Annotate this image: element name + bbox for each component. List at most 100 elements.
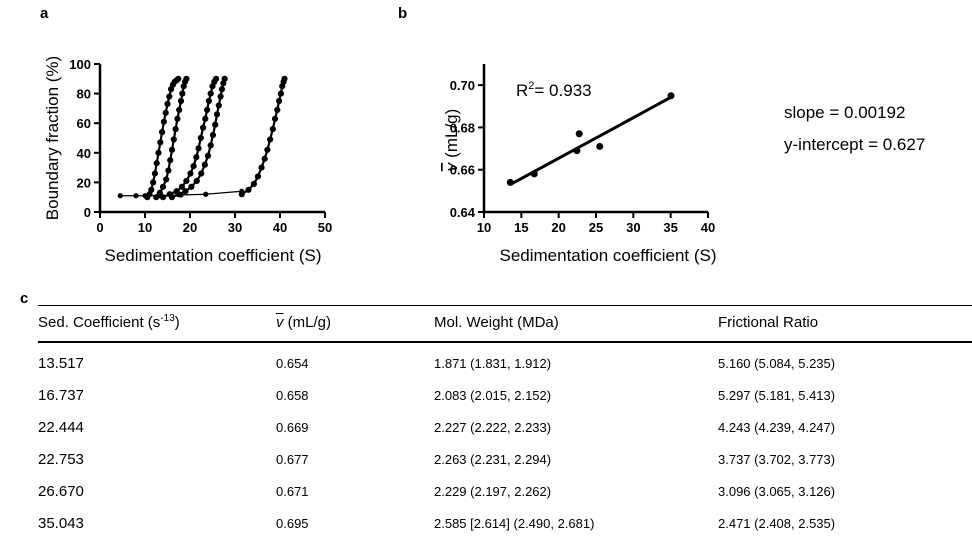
data-point — [195, 145, 202, 152]
data-point — [153, 160, 160, 167]
data-point — [150, 179, 157, 186]
data-point — [250, 180, 257, 187]
data-point — [205, 97, 212, 105]
x-tick-label: 25 — [589, 220, 603, 235]
svg-text:v(mL/g): v (mL/g) — [442, 109, 461, 172]
y-tick-label: 80 — [77, 87, 91, 102]
x-tick-label: 10 — [138, 220, 152, 235]
data-point — [204, 106, 211, 113]
cell-vbar: 0.654 — [276, 355, 309, 371]
data-point — [209, 131, 217, 139]
cell-frictional-ratio: 5.160 (5.084, 5.235) — [718, 355, 836, 371]
data-point — [198, 170, 205, 177]
data-point — [203, 191, 209, 197]
y-axis-label: v (mL/g) — [442, 109, 461, 172]
y-tick-label: 40 — [77, 146, 91, 161]
y-tick-label: 0 — [84, 205, 91, 220]
panel-label-a: a — [40, 5, 49, 22]
cell-vbar: 0.671 — [276, 483, 309, 499]
header-sed-sup: -13 — [160, 313, 175, 324]
data-point — [165, 167, 172, 174]
data-point — [183, 75, 190, 82]
cell-frictional-ratio: 5.297 (5.181, 5.413) — [718, 387, 836, 403]
y-tick-label: 0.70 — [450, 78, 475, 93]
cell-sed-coefficient: 16.737 — [38, 386, 84, 404]
regression-line — [509, 95, 672, 186]
header-sed-coefficient: Sed. Coefficient (s-13) — [38, 305, 276, 343]
x-tick-label: 40 — [701, 220, 715, 235]
x-tick-label: 20 — [551, 220, 565, 235]
data-point — [142, 193, 148, 199]
table-row: 16.737 0.658 2.083 (2.015, 2.152) 5.297 (5.… — [38, 379, 972, 411]
data-point — [267, 136, 274, 143]
data-point — [215, 102, 222, 109]
data-point — [264, 146, 271, 153]
data-point — [187, 170, 194, 177]
x-tick-label: 15 — [514, 220, 528, 235]
results-table: Sed. Coefficient (s-13) v (mL/g) Mol. We… — [38, 305, 972, 539]
x-tick-label: 10 — [477, 220, 491, 235]
data-point — [182, 188, 189, 195]
data-point — [178, 192, 184, 198]
data-point — [596, 142, 604, 150]
data-point — [221, 75, 228, 82]
data-point — [188, 183, 195, 190]
data-point — [163, 176, 170, 183]
data-point — [160, 118, 167, 125]
data-point — [178, 183, 185, 190]
data-point — [254, 173, 262, 180]
header-vbar: v (mL/g) — [276, 305, 434, 343]
data-point — [201, 161, 208, 168]
table-row: 26.670 0.671 2.229 (2.197, 2.262) 3.096 (3.… — [38, 475, 972, 507]
data-point — [573, 147, 581, 155]
data-point — [148, 186, 155, 193]
data-point — [258, 164, 265, 171]
r-squared-prefix: R — [516, 81, 528, 100]
data-point — [170, 136, 177, 143]
data-point — [212, 121, 219, 128]
cell-frictional-ratio: 3.096 (3.065, 3.126) — [718, 483, 836, 499]
intercept-text: y-intercept = 0.627 — [784, 135, 926, 154]
data-point — [506, 178, 514, 186]
data-point — [277, 90, 284, 97]
cell-sed-coefficient: 22.753 — [38, 450, 84, 468]
cell-mol-weight: 2.227 (2.222, 2.233) — [434, 419, 552, 435]
data-point — [193, 177, 200, 185]
x-tick-label: 35 — [663, 220, 677, 235]
cell-frictional-ratio: 2.471 (2.408, 2.535) — [718, 515, 836, 531]
cell-sed-coefficient: 26.670 — [38, 482, 84, 500]
data-point — [202, 115, 209, 122]
data-point — [271, 115, 279, 122]
slope-text: slope = 0.00192 — [784, 103, 906, 122]
data-point — [157, 139, 164, 146]
data-point — [159, 183, 167, 190]
x-tick-label: 30 — [626, 220, 640, 235]
cell-mol-weight: 2.263 (2.231, 2.294) — [434, 451, 552, 467]
cell-sed-coefficient: 35.043 — [38, 514, 84, 532]
table-row: 22.753 0.677 2.263 (2.231, 2.294) 3.737 (3.… — [38, 443, 972, 475]
data-point — [155, 193, 162, 199]
vbar-vs-sedimentation-chart: 10 15 20 25 30 35 40 0.64 0.66 0.68 0.70 R2= 0.933… — [442, 64, 717, 265]
data-point — [193, 154, 200, 161]
header-vbar-unit: (mL/g) — [283, 313, 332, 331]
x-axis-label: Sedimentation coefficient (S) — [104, 246, 321, 265]
data-point — [239, 188, 245, 194]
data-point — [281, 75, 288, 82]
cell-sed-coefficient: 22.444 — [38, 418, 84, 436]
data-point — [175, 75, 182, 82]
data-point — [207, 90, 214, 97]
data-point — [245, 186, 252, 193]
data-point — [151, 170, 158, 177]
data-point — [177, 97, 185, 105]
cell-mol-weight: 2.585 [2.614] (2.490, 2.681) — [434, 515, 595, 531]
data-point — [133, 193, 139, 199]
cell-vbar: 0.658 — [276, 387, 309, 403]
y-axis-unit: (mL/g) — [442, 109, 461, 158]
data-point — [172, 126, 179, 133]
y-axis-label: Boundary fraction (%) — [43, 56, 62, 220]
r-squared-annotation: R2= 0.933 — [516, 80, 592, 100]
header-mol-weight: Mol. Weight (MDa) — [434, 305, 718, 343]
cell-mol-weight: 2.229 (2.197, 2.262) — [434, 483, 552, 499]
data-point — [117, 193, 123, 199]
boundary-fraction-chart: 0 10 20 30 40 50 0 20 40 60 80 100 Sedimentation co… — [43, 56, 332, 265]
